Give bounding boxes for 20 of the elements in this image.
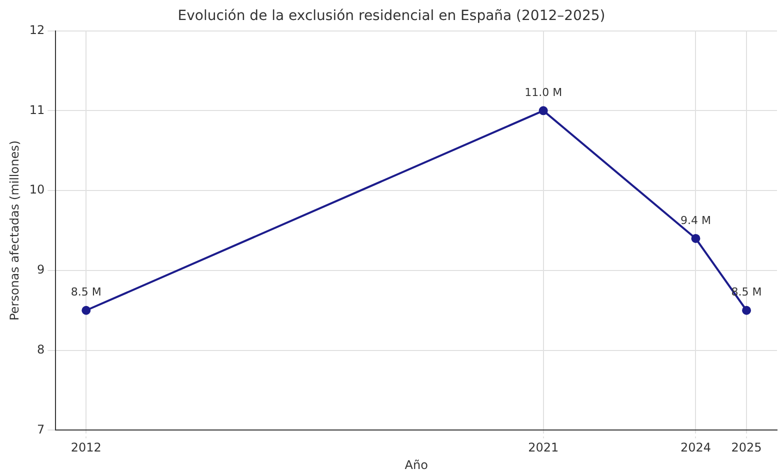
y-tick-label: 12 — [29, 22, 45, 37]
y-tick-label: 7 — [37, 422, 45, 436]
data-label: 9.4 M — [680, 214, 711, 227]
point — [691, 234, 700, 243]
x-tick-label: 2025 — [731, 440, 762, 455]
y-tick-label: 11 — [29, 102, 45, 117]
point — [742, 306, 752, 315]
y-tick-label: 10 — [29, 182, 45, 197]
x-tick-label: 2012 — [70, 440, 102, 455]
x-axis-title: Año — [404, 458, 428, 472]
chart-title: Evolución de la exclusión residencial en España (2012–2025) — [178, 8, 606, 24]
point — [538, 106, 548, 116]
x-tick-label: 2021 — [528, 440, 559, 455]
data-label: 11.0 M — [524, 86, 562, 100]
x-tick-label: 2024 — [680, 440, 711, 455]
y-tick-label: 9 — [37, 262, 45, 277]
y-tick-label: 8 — [37, 342, 45, 356]
data-label: 8.5 M — [70, 286, 102, 299]
y-axis-title: Personas afectadas (millones) — [7, 140, 22, 321]
point — [82, 306, 91, 315]
